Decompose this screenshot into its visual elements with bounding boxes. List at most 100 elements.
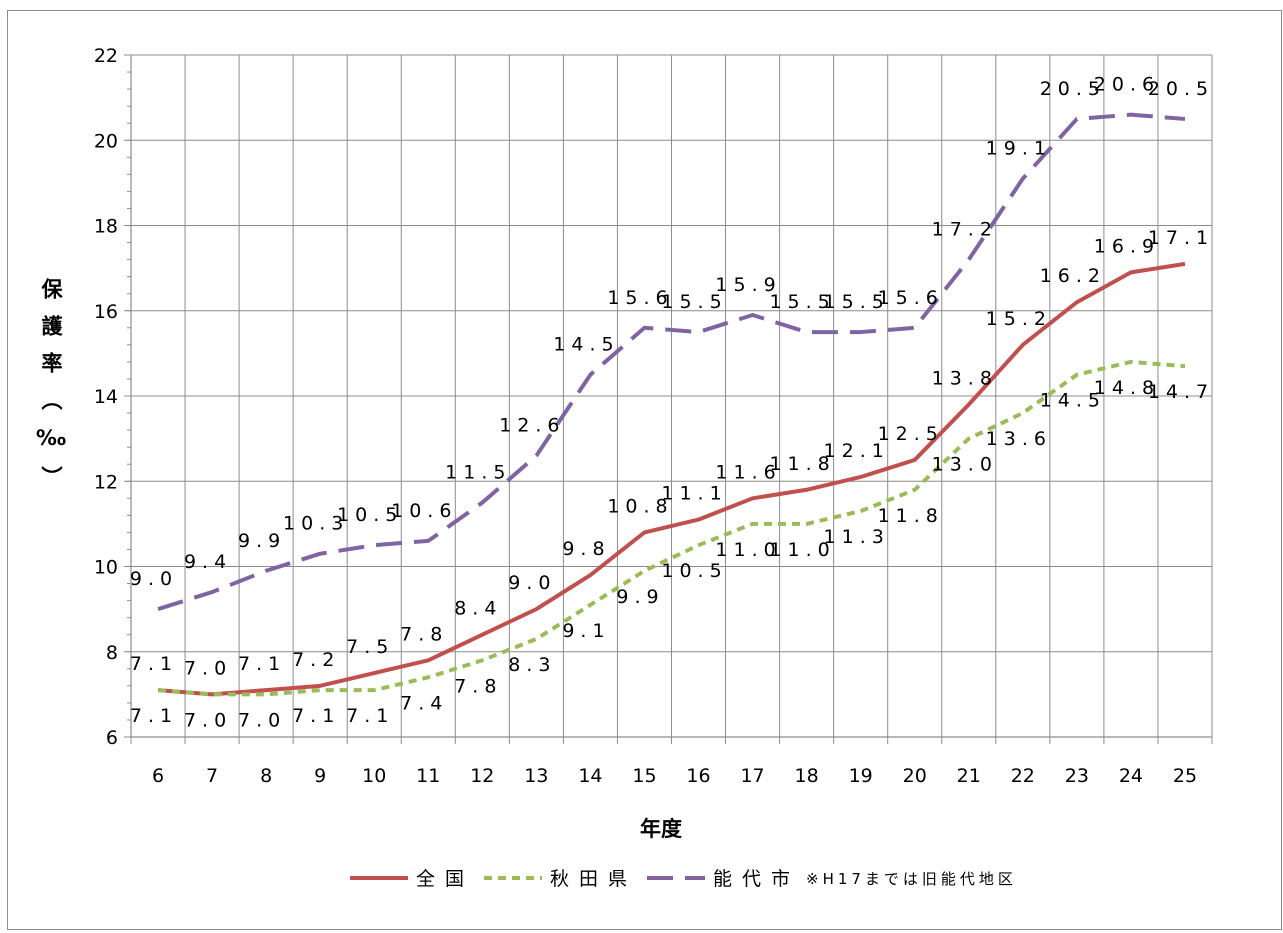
data-point	[372, 688, 376, 692]
series-line-1	[157, 261, 1186, 697]
data-label: 7.1	[346, 705, 394, 727]
y-tick-label: 18	[94, 216, 118, 238]
data-label: 7.0	[184, 657, 232, 679]
data-point	[859, 475, 863, 479]
legend-note: ※H17までは旧能代地区	[806, 870, 1017, 888]
data-point	[264, 692, 268, 696]
data-label: 7.1	[238, 653, 286, 675]
data-label: 7.0	[184, 709, 232, 731]
data-label: 9.1	[562, 620, 610, 642]
x-tick-label: 7	[206, 765, 218, 787]
data-point	[642, 569, 646, 573]
data-point	[967, 258, 971, 262]
data-point	[1183, 364, 1187, 368]
y-tick-label: 10	[94, 557, 118, 579]
data-label: 10.5	[661, 560, 727, 582]
data-label: 7.8	[454, 675, 502, 697]
data-label: 7.1	[130, 653, 178, 675]
data-label: 15.6	[878, 287, 944, 309]
x-tick-label: 25	[1173, 765, 1197, 787]
data-point	[642, 530, 646, 534]
data-label: 9.9	[238, 530, 286, 552]
data-point	[1021, 343, 1025, 347]
data-point	[859, 509, 863, 513]
data-point	[318, 684, 322, 688]
data-label: 12.5	[878, 423, 944, 445]
y-axis-title: 保護率（‰）	[36, 278, 66, 503]
data-point	[1075, 373, 1079, 377]
x-axis-title: 年度	[640, 817, 682, 841]
y-tick-label: 6	[106, 727, 118, 749]
data-label: 11.5	[445, 462, 511, 484]
data-label: 8.4	[454, 598, 502, 620]
data-label: 7.1	[292, 705, 340, 727]
data-label: 12.6	[499, 415, 565, 437]
x-tick-labels: 6 7 8 9 10 11 12 13 14 15 16 17 18 19 20 21 22 23 24 25	[152, 765, 1197, 787]
data-label: 20.5	[1040, 78, 1106, 100]
x-tick-label: 8	[260, 765, 272, 787]
data-point	[805, 488, 809, 492]
x-tick-label: 24	[1119, 765, 1143, 787]
chart-frame	[7, 10, 1282, 930]
data-point	[534, 454, 538, 458]
data-point	[264, 688, 268, 692]
data-label: 11.1	[661, 483, 727, 505]
data-label: 11.0	[769, 539, 835, 561]
data-point	[534, 607, 538, 611]
data-point	[588, 373, 592, 377]
data-point	[1075, 117, 1079, 121]
legend-label-2: 秋田県	[550, 868, 637, 890]
data-point	[426, 539, 430, 543]
x-tick-label: 15	[632, 765, 656, 787]
x-tick-label: 14	[578, 765, 602, 787]
x-tick-label: 16	[686, 765, 710, 787]
y-tick-label: 16	[94, 301, 118, 323]
data-point	[1075, 300, 1079, 304]
data-point	[264, 569, 268, 573]
x-tick-label: 10	[362, 765, 386, 787]
data-point	[1183, 262, 1187, 266]
data-point	[1021, 411, 1025, 415]
data-label: 11.6	[715, 461, 781, 483]
data-point	[210, 692, 214, 696]
x-tick-label: 12	[470, 765, 494, 787]
data-point	[156, 688, 160, 692]
data-point	[426, 675, 430, 679]
y-tick-label: 8	[106, 642, 118, 664]
data-label: 19.1	[986, 138, 1052, 160]
data-point	[913, 326, 917, 330]
data-point	[318, 552, 322, 556]
data-label: 9.9	[616, 586, 664, 608]
data-point	[156, 607, 160, 611]
data-label: 11.3	[824, 526, 890, 548]
x-tick-label: 21	[957, 765, 981, 787]
data-label: 14.7	[1148, 381, 1214, 403]
data-point	[751, 522, 755, 526]
data-label: 7.0	[238, 709, 286, 731]
x-tick-label: 11	[416, 765, 440, 787]
data-point	[480, 501, 484, 505]
y-tick-label: 22	[94, 45, 118, 67]
data-point	[1183, 117, 1187, 121]
data-label: 7.4	[400, 692, 448, 714]
data-label: 13.8	[932, 368, 998, 390]
axes	[124, 54, 1213, 744]
data-label: 11.8	[878, 505, 944, 527]
x-tick-label: 13	[524, 765, 548, 787]
data-point	[372, 671, 376, 675]
data-point	[913, 458, 917, 462]
data-point	[697, 543, 701, 547]
x-tick-label: 18	[795, 765, 819, 787]
data-point	[1021, 177, 1025, 181]
series-line-2	[157, 359, 1186, 697]
x-tick-label: 20	[903, 765, 927, 787]
data-label: 15.5	[661, 291, 727, 313]
legend-label-3: 能代市	[713, 868, 800, 890]
data-label: 11.8	[769, 453, 835, 475]
data-label: 13.0	[932, 454, 998, 476]
data-point	[372, 543, 376, 547]
data-label: 9.4	[184, 551, 232, 573]
data-label: 16.2	[1040, 265, 1106, 287]
legend-label-1: 全国	[416, 868, 474, 890]
y-tick-label: 12	[94, 471, 118, 493]
